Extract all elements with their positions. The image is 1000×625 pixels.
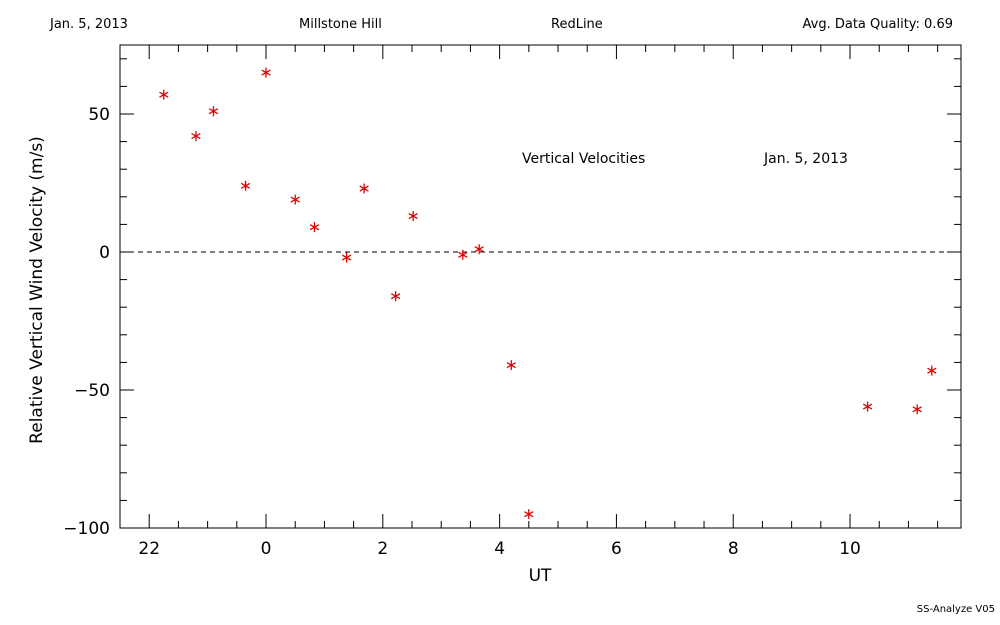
- x-tick-label: 22: [138, 539, 160, 559]
- y-tick-label: 0: [99, 243, 110, 263]
- data-point: [309, 222, 320, 233]
- data-point: [240, 180, 251, 191]
- data-point: [159, 89, 169, 100]
- x-tick-label: 0: [261, 539, 272, 559]
- y-tick-label: 50: [88, 105, 110, 125]
- data-point: [408, 211, 418, 222]
- plot-frame: [119, 44, 962, 529]
- data-point: [912, 404, 922, 415]
- software-version: SS-Analyze V05: [916, 604, 995, 615]
- x-tick-label: 2: [377, 539, 388, 559]
- header-date: Jan. 5, 2013: [50, 17, 128, 32]
- data-point: [208, 106, 219, 117]
- data-point: [359, 183, 369, 194]
- data-point: [474, 244, 484, 255]
- x-axis-label: UT: [529, 566, 552, 586]
- data-points: [159, 67, 937, 520]
- data-point: [524, 509, 534, 520]
- data-point: [341, 252, 352, 263]
- header-data-quality: Avg. Data Quality: 0.69: [802, 17, 953, 32]
- x-tick-labels: 22 0 2 4 6 8 10: [138, 539, 860, 559]
- x-tick-label: 8: [728, 539, 739, 559]
- data-point: [458, 249, 468, 260]
- annotation-title: Vertical Velocities: [522, 151, 645, 167]
- data-point: [506, 360, 516, 371]
- data-point: [261, 67, 271, 78]
- data-point: [390, 291, 401, 302]
- x-tick-label: 6: [611, 539, 622, 559]
- y-tick-labels: 50 0 −50 −100: [63, 105, 110, 539]
- data-point: [290, 194, 300, 205]
- x-tick-label: 10: [839, 539, 861, 559]
- y-axis-label: Relative Vertical Wind Velocity (m/s): [27, 136, 47, 444]
- data-point: [191, 131, 201, 142]
- y-tick-label: −50: [74, 381, 110, 401]
- x-tick-label: 4: [494, 539, 505, 559]
- data-point: [927, 365, 937, 376]
- data-point: [862, 401, 873, 412]
- header-site: Millstone Hill: [299, 17, 382, 32]
- header-emission-line: RedLine: [551, 17, 603, 32]
- annotation-date: Jan. 5, 2013: [763, 151, 848, 167]
- axis-ticks: [119, 45, 961, 529]
- y-tick-label: −100: [63, 519, 110, 539]
